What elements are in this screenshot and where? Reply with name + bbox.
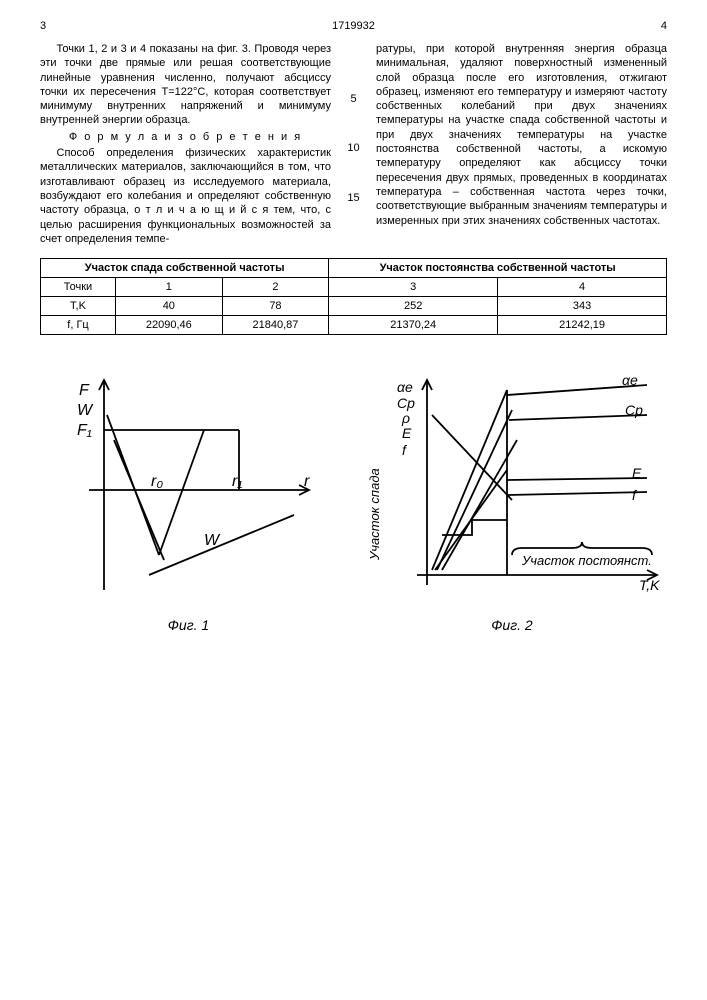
cell: Точки xyxy=(41,278,116,297)
line-label: αe xyxy=(622,372,638,388)
figures-row: F W F₁ r r₀ r₁ W Фиг. 1 xyxy=(40,360,667,633)
y-label: ρ xyxy=(401,410,410,426)
page-header: 3 1719932 4 xyxy=(40,20,667,32)
cell: f, Гц xyxy=(41,316,116,335)
axis-label: W xyxy=(204,532,221,549)
cell: 1 xyxy=(116,278,223,297)
y-label: E xyxy=(402,425,412,441)
axis-label: F₁ xyxy=(77,422,92,439)
fig1-svg: F W F₁ r r₀ r₁ W xyxy=(49,360,329,610)
patent-number: 1719932 xyxy=(332,20,375,32)
line-num: 15 xyxy=(346,191,361,205)
cell: 2 xyxy=(222,278,329,297)
figure-caption: Фиг. 1 xyxy=(40,617,337,633)
para: ратуры, при которой внутренняя энергия о… xyxy=(376,42,667,228)
axis-label: W xyxy=(77,402,94,419)
line-label: E xyxy=(632,465,642,481)
cell: 3 xyxy=(329,278,498,297)
y-label: f xyxy=(402,442,408,458)
cell: 40 xyxy=(116,297,223,316)
y-axis-title: Участок спада xyxy=(367,468,382,561)
line-label: Cp xyxy=(625,402,643,418)
line-num: 10 xyxy=(346,141,361,155)
fig2-svg: αe Cp ρ E f αe Cp E f Участок постоянст.… xyxy=(357,360,667,610)
cell: 21242,19 xyxy=(498,316,667,335)
page-num-left: 3 xyxy=(40,20,46,32)
formula-heading: Ф о р м у л а и з о б р е т е н и я xyxy=(40,130,331,144)
para: Способ определения физических характерис… xyxy=(40,146,331,246)
cell: 22090,46 xyxy=(116,316,223,335)
table-row: Точки 1 2 3 4 xyxy=(41,278,667,297)
line-label: f xyxy=(632,487,638,503)
data-table: Участок спада собственной частоты Участо… xyxy=(40,258,667,335)
table-group-header: Участок постоянства собственной частоты xyxy=(329,259,667,278)
axis-label: r xyxy=(304,473,310,490)
figure-2: αe Cp ρ E f αe Cp E f Участок постоянст.… xyxy=(357,360,667,633)
cell: 78 xyxy=(222,297,329,316)
region-label: Участок постоянст. xyxy=(521,553,652,568)
figure-1: F W F₁ r r₀ r₁ W Фиг. 1 xyxy=(40,360,337,633)
line-numbers: 5 10 15 xyxy=(346,42,361,246)
cell: 21370,24 xyxy=(329,316,498,335)
cell: 252 xyxy=(329,297,498,316)
text-columns: Точки 1, 2 и 3 и 4 показаны на фиг. 3. П… xyxy=(40,42,667,246)
cell: T,K xyxy=(41,297,116,316)
y-label: αe xyxy=(397,379,413,395)
axis-label: F xyxy=(79,382,90,399)
para: Точки 1, 2 и 3 и 4 показаны на фиг. 3. П… xyxy=(40,42,331,128)
cell: 343 xyxy=(498,297,667,316)
table-row: T,K 40 78 252 343 xyxy=(41,297,667,316)
figure-caption: Фиг. 2 xyxy=(357,617,667,633)
cell: 4 xyxy=(498,278,667,297)
axis-label: r₁ xyxy=(232,473,242,490)
axis-label: T,K xyxy=(639,577,660,593)
table-header-row: Участок спада собственной частоты Участо… xyxy=(41,259,667,278)
column-left: Точки 1, 2 и 3 и 4 показаны на фиг. 3. П… xyxy=(40,42,331,246)
cell: 21840,87 xyxy=(222,316,329,335)
table-group-header: Участок спада собственной частоты xyxy=(41,259,329,278)
axis-label: r₀ xyxy=(151,473,163,490)
page-num-right: 4 xyxy=(661,20,667,32)
y-label: Cp xyxy=(397,395,415,411)
table-row: f, Гц 22090,46 21840,87 21370,24 21242,1… xyxy=(41,316,667,335)
column-right: ратуры, при которой внутренняя энергия о… xyxy=(376,42,667,246)
line-num: 5 xyxy=(346,92,361,106)
